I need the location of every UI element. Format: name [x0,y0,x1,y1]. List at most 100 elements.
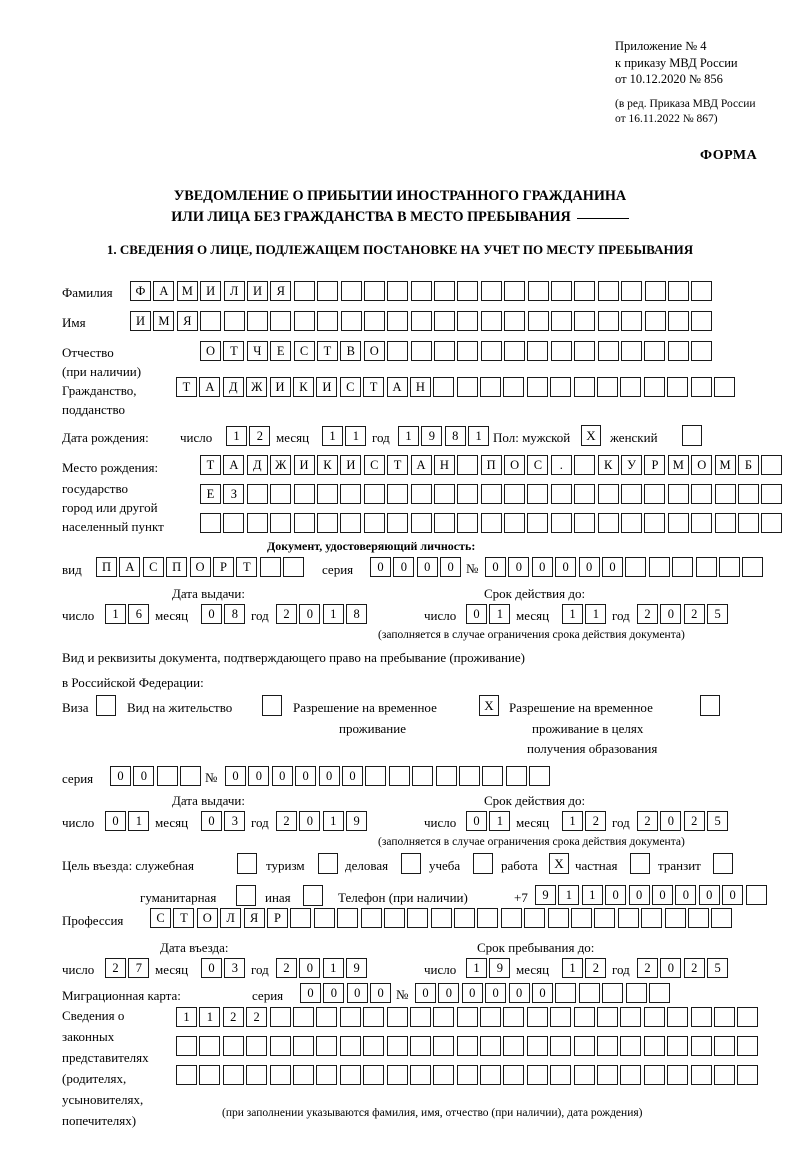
char-cell[interactable]: 1 [322,958,344,978]
char-cell[interactable] [270,311,292,331]
char-cell[interactable]: 2 [276,811,297,831]
char-cell[interactable] [641,908,663,928]
char-cell[interactable]: 0 [485,983,507,1003]
char-cell[interactable] [199,1036,221,1056]
char-cell[interactable] [456,1007,478,1027]
char-cell[interactable] [667,341,689,361]
char-cell[interactable] [246,513,268,533]
char-cell[interactable] [409,1007,431,1027]
char-cell[interactable]: 2 [683,604,705,624]
char-cell[interactable] [667,281,689,301]
char-cell[interactable]: 0 [578,557,600,577]
char-cell[interactable] [292,1036,314,1056]
char-cell[interactable] [200,513,221,533]
char-cell[interactable] [340,484,362,504]
char-cell[interactable]: Т [200,455,221,475]
char-cell[interactable]: Л [220,908,242,928]
char-cell[interactable] [667,513,689,533]
char-cell[interactable] [597,341,619,361]
char-cell[interactable]: К [292,377,314,397]
char-cell[interactable] [550,1007,572,1027]
sex-female-checkbox[interactable] [682,425,702,446]
char-cell[interactable] [644,311,666,331]
purpose-tourism-checkbox[interactable] [318,853,338,874]
char-cell[interactable] [690,1065,712,1085]
char-cell[interactable]: 0 [201,604,222,624]
char-cell[interactable] [643,1007,665,1027]
char-cell[interactable] [643,1065,665,1085]
char-cell[interactable] [594,908,616,928]
char-cell[interactable] [433,1007,455,1027]
char-cell[interactable] [524,908,546,928]
char-cell[interactable]: С [527,455,549,475]
char-cell[interactable] [316,513,338,533]
char-cell[interactable]: Д [246,455,268,475]
char-cell[interactable]: 2 [246,1007,268,1027]
char-cell[interactable]: Т [387,455,409,475]
char-cell[interactable] [270,513,292,533]
char-cell[interactable]: 2 [105,958,126,978]
char-cell[interactable]: Ф [130,281,151,301]
char-cell[interactable]: 2 [637,958,658,978]
char-cell[interactable] [737,1007,759,1027]
char-cell[interactable] [527,281,549,301]
char-cell[interactable] [477,908,499,928]
char-cell[interactable]: 1 [489,811,511,831]
char-cell[interactable] [504,341,526,361]
char-cell[interactable]: К [316,455,338,475]
char-cell[interactable] [625,557,647,577]
char-cell[interactable] [620,1007,642,1027]
temp-residence-edu-checkbox[interactable] [700,695,720,716]
char-cell[interactable]: 9 [535,885,556,905]
char-cell[interactable] [409,1065,431,1085]
char-cell[interactable] [457,281,479,301]
char-cell[interactable] [573,1065,595,1085]
char-cell[interactable] [363,484,385,504]
char-cell[interactable] [433,377,455,397]
char-cell[interactable] [458,766,480,786]
char-cell[interactable] [667,311,689,331]
char-cell[interactable] [457,311,479,331]
char-cell[interactable]: Р [644,455,666,475]
char-cell[interactable] [573,377,595,397]
purpose-business-checkbox[interactable] [401,853,421,874]
char-cell[interactable] [223,311,245,331]
char-cell[interactable]: 2 [637,604,658,624]
char-cell[interactable]: 0 [698,885,720,905]
char-cell[interactable]: 1 [322,811,344,831]
char-cell[interactable] [644,341,666,361]
char-cell[interactable] [695,557,717,577]
char-cell[interactable]: С [150,908,171,928]
char-cell[interactable] [292,1007,314,1027]
char-cell[interactable] [687,908,709,928]
char-cell[interactable] [737,513,759,533]
char-cell[interactable] [597,513,619,533]
char-cell[interactable] [551,281,573,301]
char-cell[interactable] [690,1036,712,1056]
char-cell[interactable]: А [386,377,408,397]
char-cell[interactable] [667,484,689,504]
char-cell[interactable]: 0 [605,885,627,905]
char-cell[interactable]: 0 [225,766,246,786]
char-cell[interactable] [713,1065,735,1085]
char-cell[interactable]: И [200,281,222,301]
legal-representatives-input-row2[interactable] [176,1036,761,1056]
char-cell[interactable]: О [504,455,526,475]
char-cell[interactable] [223,513,245,533]
char-cell[interactable]: 0 [675,885,697,905]
char-cell[interactable] [574,484,596,504]
char-cell[interactable]: Я [176,311,198,331]
char-cell[interactable] [711,908,733,928]
char-cell[interactable]: 1 [199,1007,221,1027]
char-cell[interactable] [457,341,479,361]
char-cell[interactable] [526,1036,548,1056]
char-cell[interactable] [433,1065,455,1085]
char-cell[interactable]: М [667,455,689,475]
char-cell[interactable]: И [246,281,268,301]
